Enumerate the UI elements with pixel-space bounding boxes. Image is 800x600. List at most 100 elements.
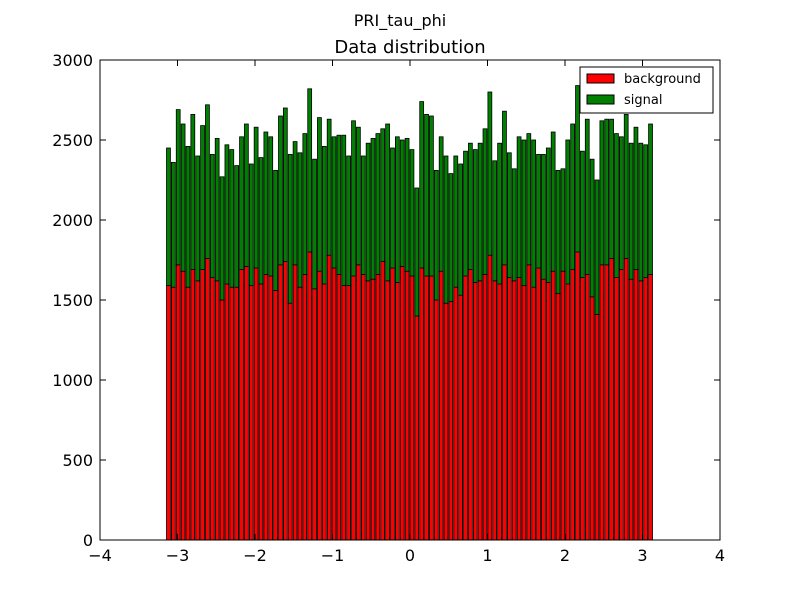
bar-signal <box>166 147 171 287</box>
bar-signal <box>599 120 605 266</box>
bar-signal <box>536 153 541 269</box>
bar-background <box>414 315 420 541</box>
bar-background <box>263 273 269 541</box>
bar-signal <box>365 142 371 282</box>
bar-background <box>326 254 332 541</box>
bar-background <box>623 257 629 541</box>
bar-signal <box>487 91 493 256</box>
bar-signal <box>594 179 600 315</box>
bar-signal <box>502 110 507 266</box>
bar-background <box>438 270 444 541</box>
y-tick-label: 2500 <box>52 131 93 150</box>
bar-signal <box>394 136 400 283</box>
x-tick-label: −3 <box>166 546 190 565</box>
bar-signal <box>341 134 347 286</box>
bar-signal <box>458 163 463 296</box>
bar-background <box>224 283 230 541</box>
bar-signal <box>205 104 210 259</box>
bar-background <box>390 267 395 541</box>
bar-signal <box>195 155 201 282</box>
bar-signal <box>180 123 186 272</box>
bar-background <box>331 267 337 541</box>
bar-signal <box>380 128 386 263</box>
bar-background <box>360 273 366 541</box>
bar-background <box>555 293 561 541</box>
bar-background <box>185 286 191 541</box>
legend-label-signal: signal <box>624 93 662 108</box>
bar-background <box>443 302 449 541</box>
bar-signal <box>555 169 561 294</box>
bar-signal <box>419 101 425 269</box>
bar-background <box>618 269 624 541</box>
bar-background <box>531 286 537 541</box>
x-tick-label: −2 <box>243 546 267 565</box>
bar-background <box>278 264 283 541</box>
bars-group <box>166 85 653 541</box>
bar-signal <box>268 136 274 277</box>
bar-background <box>166 285 171 541</box>
bar-background <box>287 302 293 541</box>
bar-background <box>190 269 196 541</box>
bar-signal <box>429 115 434 277</box>
bar-signal <box>273 169 278 291</box>
bar-signal <box>628 142 634 280</box>
bar-background <box>511 280 517 541</box>
bar-signal <box>477 142 483 282</box>
y-tick-label: 3000 <box>52 51 93 70</box>
bar-signal <box>175 109 181 266</box>
bar-background <box>273 289 278 541</box>
bar-signal <box>633 126 639 270</box>
bar-background <box>575 251 580 541</box>
bar-background <box>448 301 454 541</box>
bar-signal <box>234 165 239 288</box>
bar-background <box>487 254 493 541</box>
bar-background <box>195 280 201 541</box>
bar-background <box>336 273 342 541</box>
bar-background <box>321 283 327 541</box>
bar-background <box>492 280 498 541</box>
bar-background <box>472 281 478 541</box>
bar-signal <box>370 137 376 280</box>
y-tick-label: 1500 <box>52 291 93 310</box>
bar-background <box>458 294 463 541</box>
bar-signal <box>351 120 356 277</box>
bar-background <box>248 285 254 541</box>
bar-background <box>506 277 512 541</box>
bar-signal <box>244 123 249 267</box>
bar-signal <box>224 144 230 285</box>
bar-signal <box>589 158 595 298</box>
bar-signal <box>531 139 537 288</box>
bar-signal <box>317 117 322 272</box>
bar-signal <box>356 126 361 266</box>
x-tick-label: 4 <box>715 546 725 565</box>
bar-background <box>214 280 220 541</box>
bar-background <box>205 257 210 541</box>
bar-background <box>643 277 649 541</box>
bar-background <box>312 288 317 541</box>
bar-signal <box>219 176 225 301</box>
bar-background <box>409 275 415 541</box>
bar-background <box>628 278 634 541</box>
y-tick-label: 2000 <box>52 211 93 230</box>
bar-background <box>404 270 410 541</box>
bar-background <box>380 261 386 541</box>
bar-signal <box>190 114 196 270</box>
bar-background <box>356 264 361 541</box>
bar-background <box>521 285 527 541</box>
bar-background <box>424 275 429 541</box>
bar-signal <box>302 133 308 275</box>
bar-signal <box>248 163 254 286</box>
bar-background <box>351 275 356 541</box>
bar-signal <box>545 147 551 283</box>
legend-label-background: background <box>624 72 701 87</box>
bar-background <box>307 251 313 541</box>
bar-signal <box>375 133 381 275</box>
bar-signal <box>609 118 614 259</box>
bar-signal <box>336 134 342 275</box>
bar-background <box>365 280 371 541</box>
bar-background <box>614 277 619 541</box>
x-tick-label: 0 <box>405 546 415 565</box>
bar-signal <box>385 123 390 282</box>
x-tick-label: 1 <box>482 546 492 565</box>
